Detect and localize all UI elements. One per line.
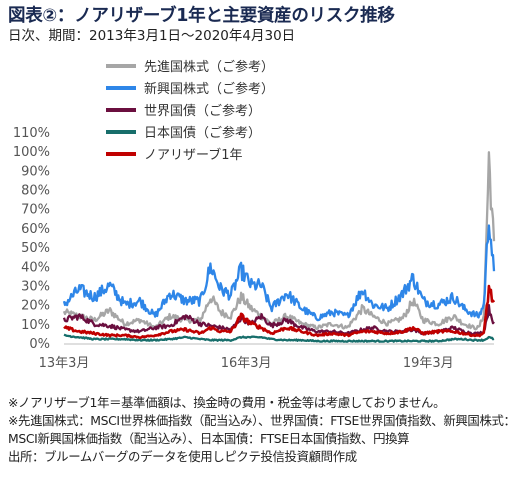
y-tick-label: 0% — [29, 337, 50, 352]
legend: 先進国株式（ご参考） 新興国株式（ご参考） 世界国債（ご参考） 日本国債（ご参考） ノア… — [106, 59, 274, 163]
footnotes: ※ノアリザーブ1年＝基準価額は、換金時の費用・税金等は考慮しておりません。 ※先… — [8, 394, 516, 466]
legend-label: 新興国株式（ご参考） — [144, 81, 274, 97]
series-line — [63, 284, 496, 340]
y-axis: 0% 10% 20% 30% 40% 50% 60% 70% 80% 90% 100% 110% — [13, 126, 50, 352]
chart-title: 図表②：ノアリザーブ1年と主要資産のリスク推移 — [8, 6, 395, 26]
risk-line-chart: 0% 10% 20% 30% 40% 50% 60% 70% 80% 90% 100% 110% 13… — [13, 59, 496, 371]
chart-subtitle: 日次、期間：2013年3月1日～2020年4月30日 — [8, 28, 296, 44]
y-tick-label: 110% — [13, 126, 50, 141]
y-tick-label: 10% — [21, 318, 50, 333]
plot-area — [62, 151, 496, 343]
x-tick-label: 13年3月 — [39, 356, 90, 371]
footnote-fund: ※ノアリザーブ1年＝基準価額は、換金時の費用・税金等は考慮しておりません。 — [8, 395, 446, 410]
legend-label: 日本国債（ご参考） — [144, 125, 261, 141]
footnote-source: 出所：ブルームバーグのデータを使用しピクテ投信投資顧問作成 — [8, 449, 357, 464]
x-tick-label: 19年3月 — [403, 356, 454, 371]
footnote-indices: ※先進国株式：MSCI世界株価指数（配当込み）、世界国債：FTSE世界国債指数、… — [8, 413, 516, 446]
y-tick-label: 40% — [21, 260, 50, 275]
legend-label: 先進国株式（ご参考） — [144, 59, 274, 75]
y-tick-label: 100% — [13, 145, 50, 160]
legend-label: 世界国債（ご参考） — [144, 103, 261, 119]
series-line — [63, 333, 495, 343]
legend-label: ノアリザーブ1年 — [144, 147, 243, 163]
y-tick-label: 30% — [21, 279, 50, 294]
y-tick-label: 50% — [21, 241, 50, 256]
series-line — [62, 224, 496, 322]
y-tick-label: 20% — [21, 299, 50, 314]
x-axis: 13年3月 16年3月 19年3月 — [39, 343, 494, 371]
x-tick-label: 16年3月 — [221, 356, 272, 371]
y-tick-label: 80% — [21, 184, 50, 199]
y-tick-label: 70% — [21, 203, 50, 218]
y-tick-label: 90% — [21, 164, 50, 179]
y-tick-label: 60% — [21, 222, 50, 237]
series-line — [62, 151, 496, 331]
